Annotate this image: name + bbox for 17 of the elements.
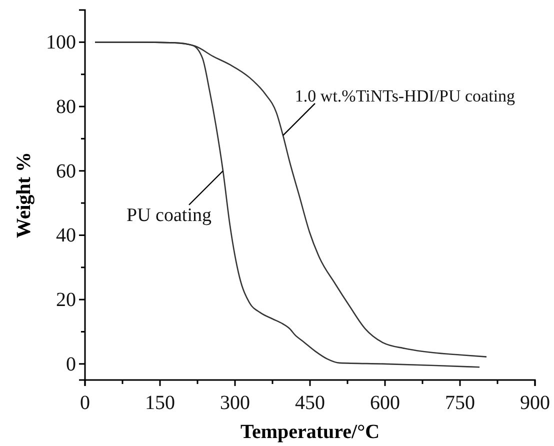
- x-tick-label: 900: [520, 392, 550, 414]
- y-tick-label: 80: [56, 96, 76, 118]
- x-tick-label: 750: [445, 392, 475, 414]
- x-tick-label: 600: [370, 392, 400, 414]
- x-tick-label: 150: [145, 392, 175, 414]
- annotation: 1.0 wt.%TiNTs-HDI/PU coating: [294, 86, 516, 106]
- y-tick-label: 20: [56, 288, 76, 311]
- y-tick-label: 60: [56, 160, 76, 182]
- y-tick-label: 100: [46, 32, 76, 54]
- annotation: PU coating: [126, 204, 212, 226]
- y-tick-label: 40: [56, 224, 76, 247]
- x-tick-label: 0: [80, 392, 90, 414]
- x-tick-label: 300: [220, 392, 250, 414]
- x-axis-title: Temperature/°C: [240, 421, 380, 443]
- y-tick-label: 0: [66, 353, 76, 376]
- x-tick-label: 450: [295, 392, 325, 414]
- y-axis-title: Weight %: [13, 152, 35, 238]
